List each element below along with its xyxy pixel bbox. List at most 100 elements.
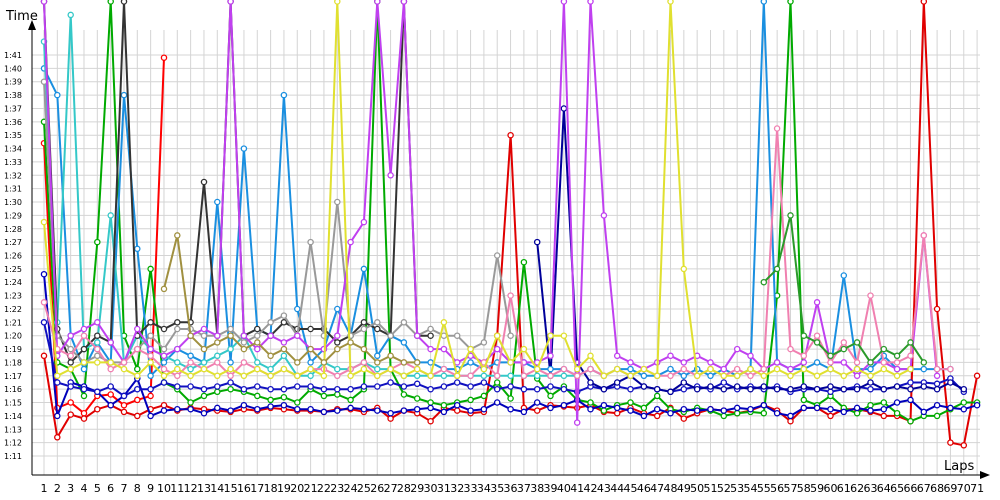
x-tick-label: 39 bbox=[544, 482, 558, 495]
y-tick-label: 1:19 bbox=[4, 345, 22, 354]
data-point bbox=[280, 319, 288, 326]
data-point bbox=[880, 412, 888, 420]
data-point bbox=[280, 312, 288, 319]
data-point bbox=[67, 365, 74, 373]
data-point bbox=[413, 395, 421, 402]
data-point bbox=[160, 345, 168, 353]
data-point bbox=[200, 325, 208, 333]
series-14 bbox=[160, 232, 421, 366]
data-point bbox=[467, 383, 474, 390]
y-tick-label: 1:38 bbox=[4, 91, 22, 100]
data-point bbox=[533, 365, 541, 373]
x-tick-label: 30 bbox=[424, 482, 438, 495]
data-point bbox=[240, 345, 248, 353]
data-point bbox=[54, 434, 61, 441]
data-point bbox=[813, 359, 821, 366]
data-point bbox=[120, 392, 128, 400]
data-point bbox=[587, 365, 594, 373]
series-15 bbox=[760, 212, 928, 366]
x-tick-label: 13 bbox=[197, 482, 211, 495]
data-point bbox=[200, 365, 208, 373]
x-tick-label: 62 bbox=[850, 482, 864, 495]
data-point bbox=[240, 401, 248, 409]
data-point bbox=[840, 339, 848, 346]
data-point bbox=[920, 383, 928, 390]
data-point bbox=[267, 352, 274, 360]
data-point bbox=[334, 332, 341, 339]
data-point bbox=[147, 359, 154, 366]
data-point bbox=[867, 365, 874, 373]
data-point bbox=[174, 359, 181, 366]
data-point bbox=[773, 265, 781, 273]
data-point bbox=[187, 359, 194, 366]
data-point bbox=[707, 372, 714, 380]
data-point bbox=[187, 352, 194, 360]
data-point bbox=[747, 365, 754, 373]
data-point bbox=[973, 372, 981, 380]
data-point bbox=[227, 332, 234, 339]
data-point bbox=[827, 352, 834, 360]
data-point bbox=[533, 385, 541, 393]
data-point bbox=[680, 365, 688, 373]
data-point bbox=[294, 405, 301, 413]
data-point bbox=[600, 385, 608, 393]
x-tick-label: 33 bbox=[464, 482, 478, 495]
data-point bbox=[387, 415, 394, 422]
data-point bbox=[80, 392, 88, 400]
data-point bbox=[413, 380, 421, 388]
data-point bbox=[334, 372, 341, 380]
data-point bbox=[254, 359, 261, 366]
data-point bbox=[214, 404, 221, 412]
data-point bbox=[334, 339, 341, 346]
x-tick-label: 71 bbox=[970, 482, 984, 495]
data-point bbox=[560, 0, 568, 5]
data-point bbox=[294, 305, 301, 313]
data-point bbox=[627, 399, 634, 406]
data-point bbox=[200, 178, 208, 186]
data-point bbox=[760, 0, 768, 5]
data-point bbox=[787, 372, 794, 380]
data-point bbox=[40, 299, 48, 306]
data-point bbox=[320, 392, 328, 400]
data-point bbox=[747, 352, 754, 360]
y-tick-label: 1:14 bbox=[4, 412, 22, 421]
data-point bbox=[174, 405, 181, 413]
x-tick-label: 43 bbox=[597, 482, 611, 495]
data-point bbox=[880, 365, 888, 373]
data-point bbox=[120, 401, 128, 409]
data-point bbox=[94, 405, 101, 413]
data-point bbox=[334, 198, 341, 206]
data-point bbox=[360, 325, 368, 333]
data-point bbox=[720, 379, 728, 386]
x-tick-label: 24 bbox=[344, 482, 358, 495]
data-point bbox=[547, 404, 554, 412]
data-point bbox=[294, 399, 301, 406]
data-point bbox=[840, 385, 848, 393]
x-tick-label: 57 bbox=[783, 482, 797, 495]
y-tick-label: 1:35 bbox=[4, 131, 22, 140]
data-point bbox=[653, 405, 661, 413]
data-point bbox=[853, 365, 861, 373]
y-tick-label: 1:30 bbox=[4, 198, 22, 207]
x-tick-label: 5 bbox=[94, 482, 101, 495]
data-point bbox=[920, 0, 928, 5]
y-tick-labels: 1:11 1:12 1:13 1:14 1:15 1:16 1:17 1:18 1:19 1:20… bbox=[4, 51, 22, 461]
data-point bbox=[320, 385, 328, 393]
data-point bbox=[547, 392, 554, 400]
data-point bbox=[627, 407, 634, 414]
data-point bbox=[440, 408, 448, 416]
data-point bbox=[294, 332, 301, 339]
data-point bbox=[80, 365, 88, 373]
data-point bbox=[107, 401, 114, 409]
data-point bbox=[254, 332, 261, 339]
data-point bbox=[334, 391, 341, 398]
data-point bbox=[467, 396, 474, 404]
data-point bbox=[560, 401, 568, 409]
x-tick-label: 38 bbox=[530, 482, 544, 495]
data-point bbox=[147, 392, 154, 400]
data-point bbox=[893, 365, 901, 373]
data-point bbox=[400, 383, 408, 390]
x-tick-label: 51 bbox=[704, 482, 718, 495]
data-point bbox=[107, 0, 114, 5]
data-point bbox=[94, 359, 101, 366]
